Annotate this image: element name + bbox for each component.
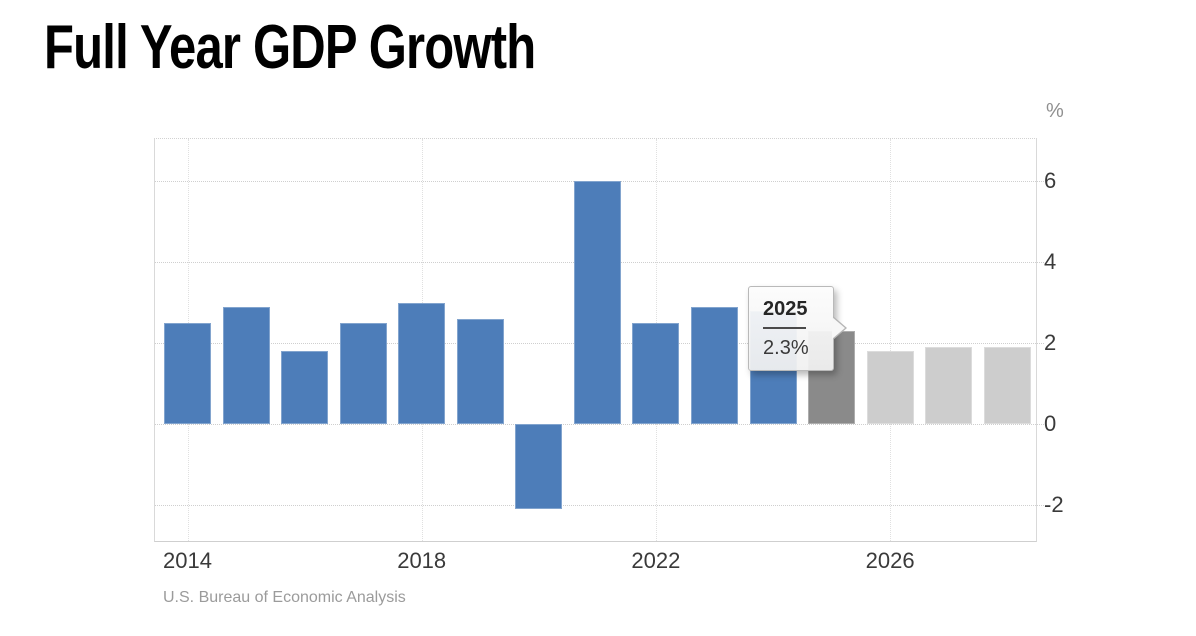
x-tick-label-2018: 2018 (397, 548, 447, 573)
y-axis-unit-label: % (1046, 100, 1064, 122)
x-tick-label-2026: 2026 (865, 548, 915, 573)
bar-2023[interactable] (690, 306, 738, 424)
bar-2022[interactable] (632, 322, 680, 424)
source-note: U.S. Bureau of Economic Analysis (163, 589, 406, 606)
bar-2017[interactable] (339, 322, 387, 424)
bar-2016[interactable] (281, 351, 329, 424)
bar-2026[interactable] (866, 351, 914, 424)
y-tick-label-2: 2 (1044, 330, 1057, 356)
bar-2028[interactable] (983, 347, 1031, 424)
bar-2018[interactable] (398, 302, 446, 424)
gridline-y-0 (155, 423, 1044, 425)
bar-2020[interactable] (515, 423, 563, 509)
y-tick-label-0: 0 (1044, 410, 1057, 436)
plot-area: 6 4 2 0 -2 2014 2018 2022 2026 (154, 138, 1064, 573)
x-tick-label-2014: 2014 (163, 548, 212, 573)
bar-2019[interactable] (456, 318, 504, 424)
x-tick-label-2022: 2022 (631, 548, 681, 573)
bar-2015[interactable] (222, 306, 270, 424)
bar-2027[interactable] (925, 347, 973, 424)
gridline-x-2026 (890, 139, 892, 541)
y-tick-label-6: 6 (1044, 168, 1057, 194)
bar-2025[interactable] (808, 330, 856, 424)
bar-2024[interactable] (749, 310, 797, 424)
y-tick-label-4: 4 (1044, 249, 1057, 275)
bar-2021[interactable] (573, 181, 621, 424)
chart-title: Full Year GDP Growth (44, 13, 536, 82)
gridline-y--2 (155, 504, 1044, 506)
bar-2014[interactable] (164, 322, 211, 424)
y-tick-label--2: -2 (1044, 491, 1064, 517)
